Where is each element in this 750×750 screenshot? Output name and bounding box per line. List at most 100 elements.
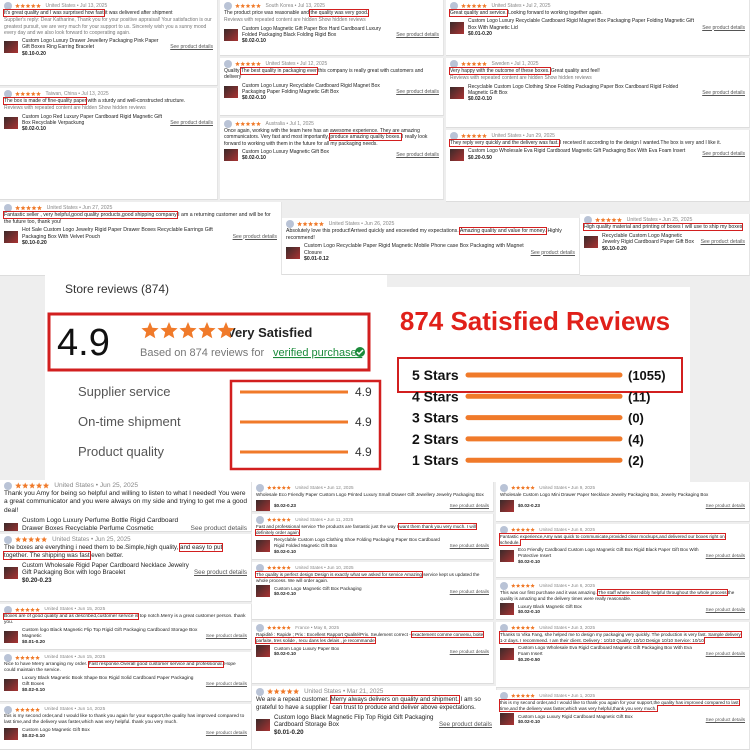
product-price: $0.02-0.10 — [274, 651, 296, 657]
review-location-date: United States • Jun 15, 2025 — [44, 607, 106, 612]
store-panel: Store reviews (874) 4.9 Very Satisfied B… — [45, 275, 387, 482]
star-icon — [293, 688, 300, 695]
star-icon — [35, 655, 40, 660]
product-name: Custom Logo Magnetic Gift Box — [22, 727, 90, 733]
product-details-link[interactable]: See product details — [705, 716, 745, 722]
review-location-date: United States • Jun 12, 2025 — [295, 485, 354, 491]
product-info: Custom Logo Luxury Rigid Cardboard Magne… — [518, 714, 633, 725]
avatar — [224, 60, 232, 68]
text-segment: This was our first purchase and it was a… — [500, 590, 598, 595]
avatar — [256, 688, 264, 696]
product-details-link[interactable]: See product details — [705, 606, 745, 612]
metric-label: Product quality — [78, 444, 164, 459]
product-row: Custom Logo Luxury Perfume Bottle Rigid … — [4, 517, 247, 532]
star-icon — [520, 625, 526, 630]
product-info: Custom Logo Luxury Recyclable Cardboard … — [468, 18, 698, 37]
star-icon — [461, 133, 466, 139]
product-name: Recyclable Custom Logo Clothing Shoe Fol… — [274, 537, 440, 549]
star-icon — [250, 121, 256, 127]
avatar — [4, 2, 12, 10]
product-details-link[interactable]: See product details — [705, 651, 745, 657]
rating-stars — [267, 485, 291, 490]
product-row: Custom Logo Luxury Recyclable Cardboard … — [224, 83, 439, 102]
avatar — [4, 482, 12, 491]
text-segment: Once again, working with the team here h… — [224, 128, 420, 141]
highlighted-text: The quality is perfect design Design is … — [255, 571, 423, 578]
product-details-link[interactable]: See product details — [396, 151, 439, 158]
star-icon — [35, 482, 43, 489]
product-details-link[interactable]: See product details — [205, 730, 247, 736]
product-details-link[interactable]: See product details — [170, 44, 213, 51]
text-segment: Wholesale Custom Logo Mini Drawer Paper … — [500, 492, 709, 497]
product-details-link[interactable]: See product details — [205, 633, 247, 639]
star-icon — [250, 3, 256, 9]
rating-stars — [511, 693, 535, 698]
product-name: Recyclable Custom Logo Magnetic Jewelry … — [602, 232, 694, 246]
review-text: Fast and professional service The produc… — [255, 523, 489, 536]
product-details-link[interactable]: See product details — [190, 525, 247, 532]
star-icon — [21, 536, 28, 543]
star-icon — [22, 482, 29, 489]
avatar — [256, 564, 264, 572]
product-info: Custom Logo Luxury Recyclable Cardboard … — [242, 83, 392, 102]
verified-link[interactable]: verified purchases — [273, 347, 363, 359]
review-location-date: France • May 8, 2025 — [295, 625, 340, 631]
product-details-link[interactable]: See product details — [705, 553, 745, 559]
row-count: (1055) — [628, 368, 666, 383]
highlighted-text: It's great quality and I was surprised h… — [3, 9, 105, 17]
product-details-link[interactable]: See product details — [396, 31, 439, 38]
product-details-link[interactable]: See product details — [702, 151, 745, 158]
row-label: 1 Stars — [412, 452, 459, 468]
product-price: $0.02-0.23 — [518, 502, 540, 508]
review-location-date: United States • Jun 9, 2025 — [539, 485, 596, 491]
product-details-link[interactable]: See product details — [232, 233, 277, 240]
star-icon — [476, 133, 482, 139]
product-details-link[interactable]: See product details — [449, 588, 489, 594]
star-icon — [520, 527, 526, 532]
product-details-link[interactable]: See product details — [194, 569, 247, 577]
product-details-link[interactable]: See product details — [702, 24, 745, 31]
star-icon — [471, 61, 477, 67]
product-details-link[interactable]: See product details — [396, 88, 439, 95]
row-count: (11) — [628, 389, 650, 404]
product-row: Custom Logo Wholesale Eva Rigid Cardboar… — [500, 645, 745, 662]
product-row: Hot Sale Custom Logo Jewelry Rigid Paper… — [4, 227, 277, 247]
metrics-box — [229, 379, 382, 471]
product-details-link[interactable]: See product details — [170, 119, 213, 126]
star-icon — [271, 485, 277, 490]
row-label: 5 Stars — [412, 367, 459, 383]
rating-stars — [461, 3, 487, 9]
rating-stars — [235, 121, 261, 127]
review-card: United States • Jun 11, 2025 Fast and pro… — [252, 514, 494, 560]
product-details-link[interactable]: See product details — [449, 502, 489, 508]
text-segment: I really look forward to working with th… — [224, 134, 428, 147]
review-location-date: United States • Jun 25, 2025 — [54, 482, 138, 489]
text-segment: The product price was reasonable and — [224, 10, 311, 16]
product-info: Hot Sale Custom Logo Jewelry Rigid Paper… — [22, 227, 229, 247]
review-location-date: United States • Jul 13, 2025 — [45, 2, 108, 9]
product-details-link[interactable]: See product details — [702, 89, 745, 96]
product-details-link[interactable]: See product details — [705, 502, 745, 508]
product-details-link[interactable]: See product details — [449, 543, 489, 549]
star-icon — [235, 121, 240, 127]
product-details-link[interactable]: See product details — [530, 249, 575, 256]
product-details-link[interactable]: See product details — [205, 681, 247, 687]
text-segment: I received it according to the design I … — [558, 140, 721, 146]
product-name: Custom Logo Luxury Recyclable Cardboard … — [242, 82, 380, 95]
star-icon — [198, 322, 216, 339]
review-text: Wholesale Custom Logo Mini Drawer Paper … — [500, 492, 745, 498]
star-icon — [276, 625, 282, 630]
product-row: Recyclable Custom Logo Clothing Shoe Fol… — [450, 84, 745, 103]
star-icon — [25, 3, 31, 9]
product-price: $0.02-0.10 — [242, 95, 266, 101]
product-row: Custom Logo Magnetic Gift Paper Box Hard… — [224, 26, 439, 45]
star-icon — [520, 583, 526, 588]
product-details-link[interactable]: See product details — [439, 721, 492, 729]
review-meta: United States • Jun 11, 2025 — [256, 516, 489, 524]
star-icon — [141, 322, 159, 339]
review-meta: United States • Jun 12, 2025 — [256, 484, 489, 492]
star-icon — [466, 61, 472, 67]
star-icon — [267, 485, 272, 490]
product-details-link[interactable]: See product details — [700, 239, 745, 245]
product-details-link[interactable]: See product details — [449, 648, 489, 654]
